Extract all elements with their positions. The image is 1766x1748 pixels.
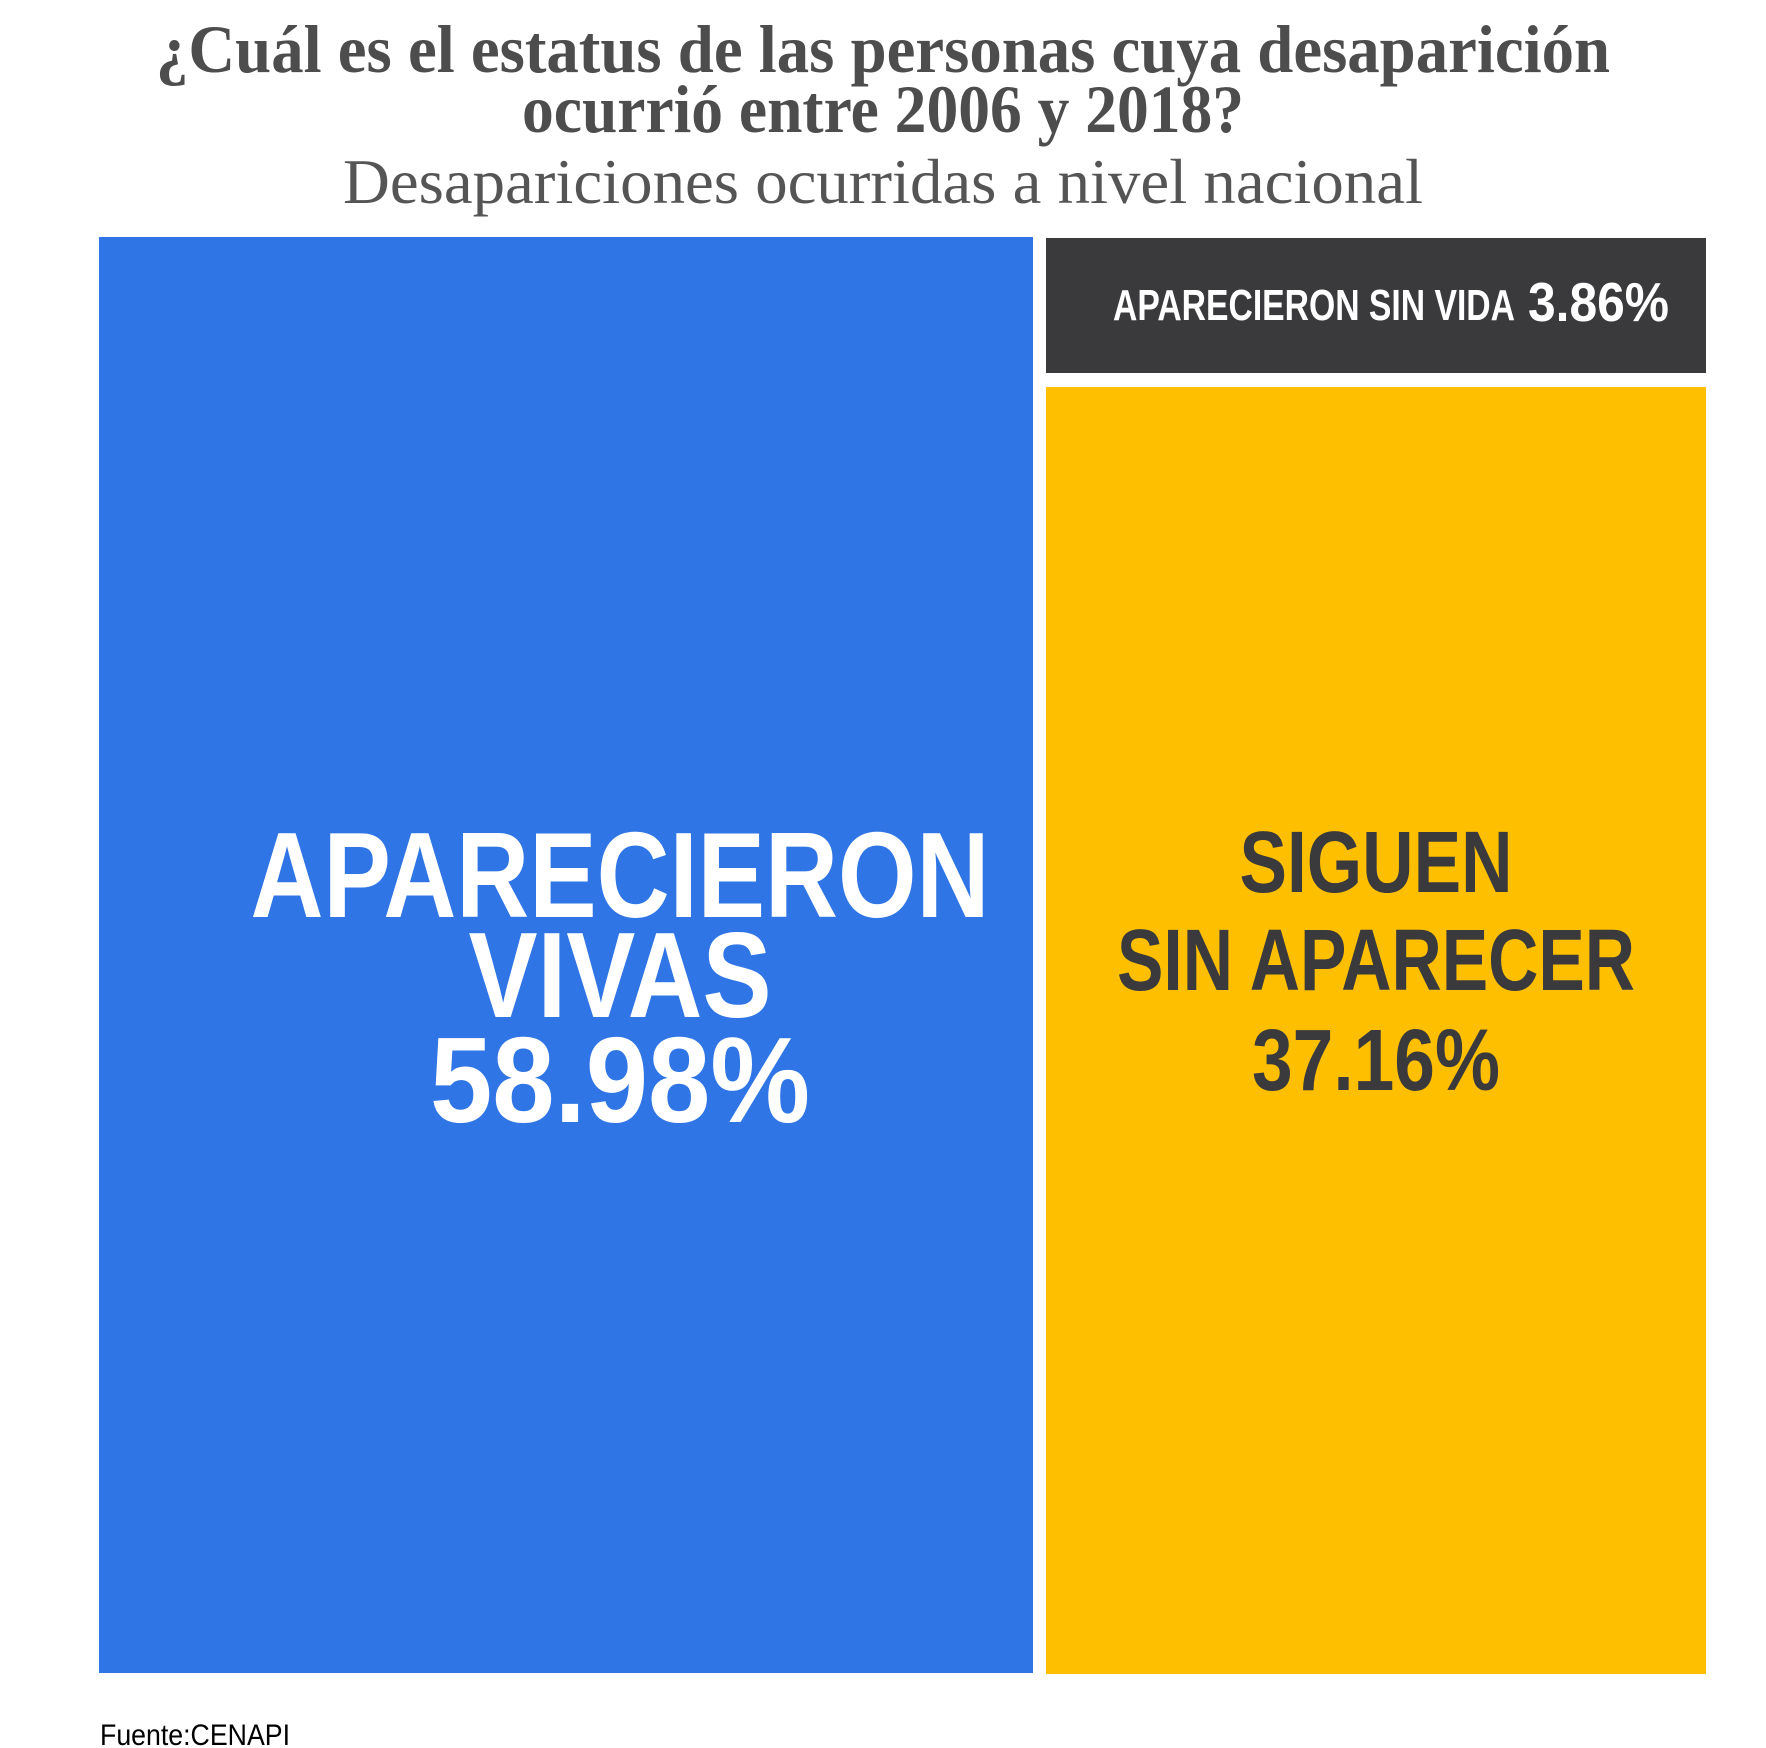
treemap-cell-aparecieron-sin-vida[interactable] <box>1046 238 1706 373</box>
treemap-cell-aparecieron-vivas[interactable] <box>99 237 1033 1673</box>
sin-aparecer-value: 37.16% <box>1252 1012 1500 1109</box>
page-subtitle: Desapariciones ocurridas a nivel naciona… <box>343 146 1423 217</box>
sin-vida-label: APARECIERON SIN VIDA <box>1113 281 1515 330</box>
treemap-cell-siguen-sin-aparecer[interactable] <box>1046 387 1706 1674</box>
vivas-label-line1: APARECIERON <box>251 807 990 943</box>
page-title-line1: ¿Cuál es el estatus de las personas cuya… <box>156 11 1610 87</box>
source-note: Fuente:CENAPI <box>100 1719 290 1748</box>
vivas-value: 58.98% <box>430 1012 810 1148</box>
sin-vida-value: 3.86% <box>1528 271 1669 333</box>
sin-aparecer-label-line2: SIN APARECER <box>1117 912 1635 1009</box>
vivas-label-line2: VIVAS <box>469 907 772 1043</box>
page-title-line2: ocurrió entre 2006 y 2018? <box>522 71 1244 147</box>
sin-aparecer-label-line1: SIGUEN <box>1240 814 1513 911</box>
